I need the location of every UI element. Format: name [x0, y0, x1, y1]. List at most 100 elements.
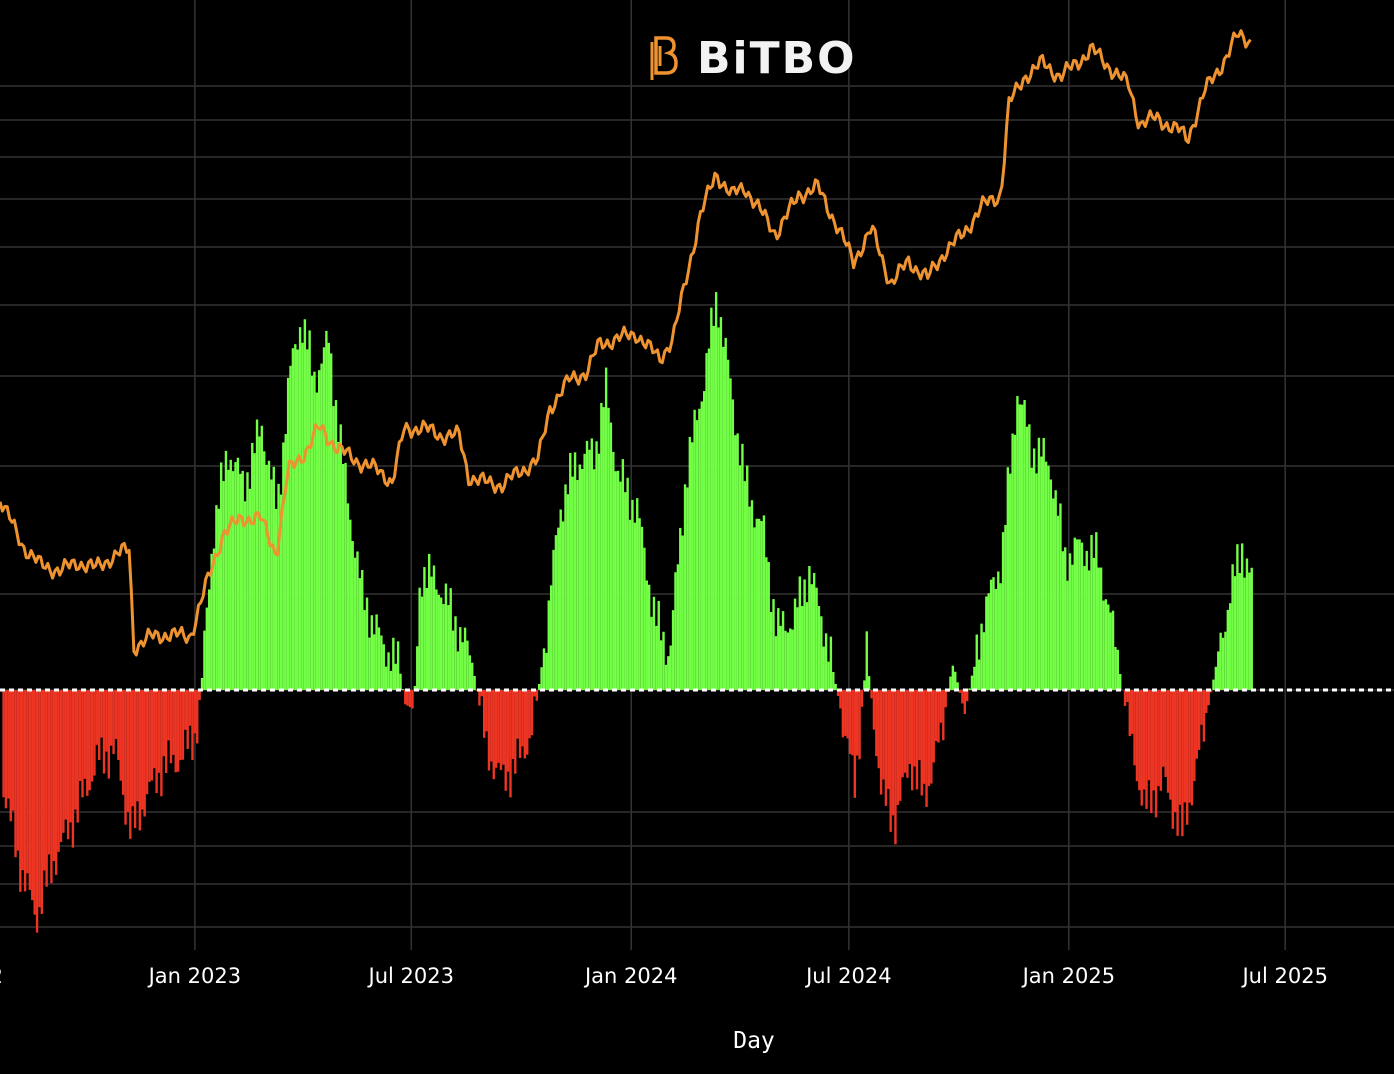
momentum-bar [303, 319, 307, 690]
momentum-bar [93, 690, 96, 776]
momentum-bar [499, 690, 503, 771]
momentum-bar [399, 673, 402, 690]
momentum-bar [867, 676, 871, 690]
x-tick-label: Jul 2025 [1240, 964, 1327, 988]
momentum-bar [1174, 690, 1177, 813]
momentum-bar [332, 406, 335, 690]
momentum-bar [884, 690, 888, 806]
momentum-bar [1133, 690, 1136, 766]
momentum-bar [899, 690, 902, 801]
momentum-bar [530, 690, 534, 736]
momentum-bar [45, 690, 48, 887]
momentum-bar [633, 522, 637, 690]
momentum-bar [619, 481, 622, 690]
momentum-bar [2, 690, 5, 798]
momentum-bar [217, 508, 220, 690]
momentum-bar [750, 500, 754, 690]
momentum-bar [643, 547, 646, 690]
momentum-bar [148, 690, 151, 782]
momentum-bar [124, 690, 127, 825]
x-tick-label: Jul 2023 [367, 964, 454, 988]
momentum-bar [1059, 503, 1062, 690]
momentum-bar [1221, 637, 1225, 690]
momentum-bar [212, 548, 216, 690]
momentum-bar [844, 690, 847, 736]
momentum-bar [136, 690, 139, 802]
momentum-bar [11, 690, 15, 811]
momentum-bar [1075, 539, 1079, 690]
momentum-bar [1169, 690, 1172, 800]
momentum-bar [812, 573, 816, 690]
momentum-bar [1240, 543, 1244, 690]
momentum-bar [526, 690, 529, 755]
momentum-bar [767, 562, 770, 690]
momentum-bar [174, 690, 177, 773]
momentum-bar [325, 330, 328, 690]
momentum-bar [1080, 542, 1084, 690]
momentum-bar [583, 453, 586, 690]
momentum-bar [322, 347, 326, 690]
momentum-bar [901, 690, 904, 778]
momentum-bar [705, 353, 708, 690]
momentum-bar [707, 348, 711, 690]
momentum-bar [26, 690, 29, 874]
momentum-bar [691, 442, 694, 690]
momentum-bar [1023, 400, 1026, 690]
momentum-bar [35, 690, 39, 933]
momentum-bar [380, 635, 383, 690]
momentum-bar [535, 690, 538, 701]
momentum-bar [425, 588, 428, 690]
momentum-bar [188, 690, 192, 726]
momentum-bar [365, 597, 369, 690]
momentum-bar [231, 471, 235, 690]
momentum-bar [542, 648, 546, 690]
momentum-bar [734, 435, 737, 690]
momentum-bar [286, 377, 290, 690]
momentum-bar [784, 630, 787, 690]
momentum-bar [571, 476, 574, 690]
momentum-bar [1128, 690, 1131, 737]
momentum-bar [430, 576, 433, 690]
momentum-bar [1250, 567, 1253, 690]
momentum-bar [31, 690, 34, 901]
momentum-bar [1054, 490, 1057, 690]
momentum-bar [958, 690, 962, 693]
momentum-bar [793, 598, 797, 690]
momentum-bar [679, 527, 682, 690]
momentum-bar [1032, 448, 1036, 690]
momentum-bar [418, 587, 421, 690]
momentum-bar [282, 442, 285, 690]
momentum-bar [698, 408, 701, 690]
momentum-bar [284, 433, 287, 690]
momentum-bar [820, 616, 823, 690]
momentum-bar [930, 690, 933, 784]
momentum-bar [9, 690, 12, 822]
momentum-bar [590, 438, 593, 690]
bitbo-logo-text: BiTBO [697, 33, 857, 84]
momentum-bar [1111, 610, 1115, 690]
momentum-bar [4, 690, 8, 809]
momentum-bar [203, 630, 206, 690]
momentum-bar [719, 317, 723, 690]
momentum-bar [518, 690, 522, 759]
momentum-bar [1073, 537, 1076, 690]
momentum-bar [762, 515, 766, 690]
momentum-bar [329, 353, 333, 690]
momentum-bar [107, 690, 110, 779]
momentum-bar [265, 464, 268, 690]
momentum-bar [169, 690, 173, 764]
momentum-bar [40, 690, 44, 914]
momentum-bar [181, 690, 185, 760]
momentum-bar [1114, 646, 1117, 690]
momentum-bar [308, 330, 311, 690]
momentum-bar [1119, 674, 1122, 690]
momentum-bar [1176, 690, 1179, 836]
momentum-bar [736, 433, 739, 690]
momentum-bar [748, 506, 751, 690]
momentum-bar [1020, 404, 1024, 690]
momentum-bar [119, 690, 122, 781]
momentum-bar [662, 631, 665, 690]
momentum-bar [757, 518, 761, 690]
momentum-bar [877, 690, 880, 769]
momentum-bar [447, 605, 450, 690]
